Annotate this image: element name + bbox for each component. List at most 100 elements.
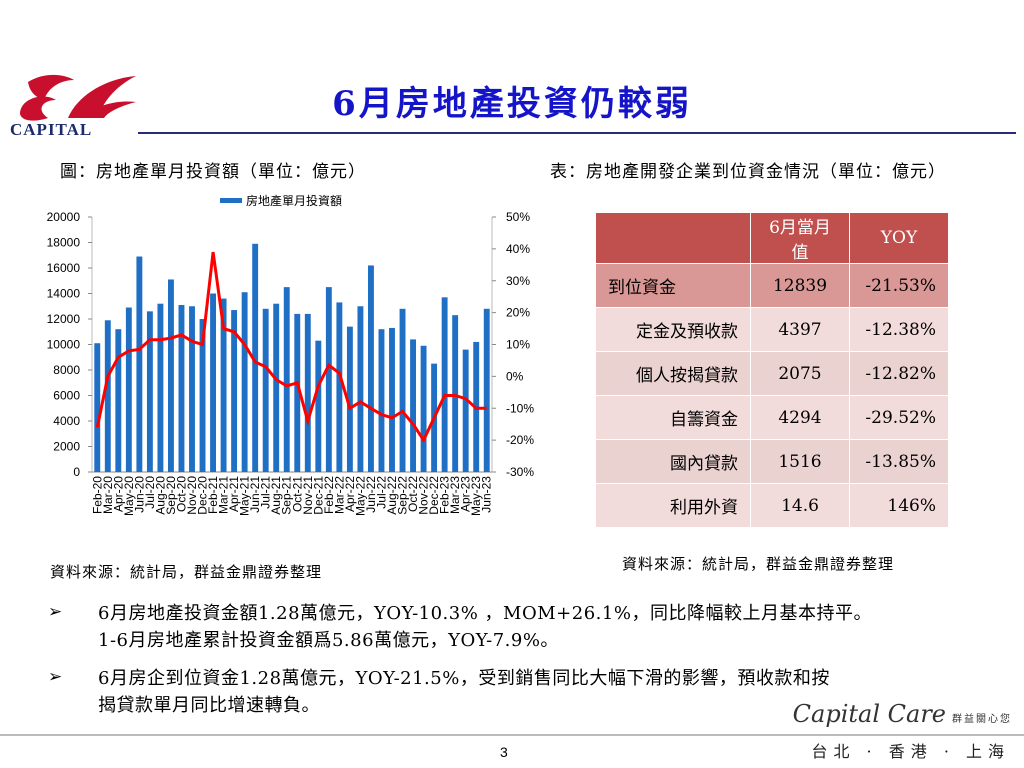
row-yoy: -12.82% xyxy=(849,351,949,396)
bar xyxy=(357,306,364,472)
bar xyxy=(189,306,195,472)
table-caption: 表：房地產開發企業到位資金情況（單位：億元） xyxy=(550,162,946,182)
bullet-text: 6月房企到位資金1.28萬億元，YOY-21.5%，受到銷售同比大幅下滑的影響，… xyxy=(98,665,978,719)
footer-divider xyxy=(0,734,1024,736)
x-tick-label: Jul-21 xyxy=(259,476,273,509)
x-tick-label: May-22 xyxy=(353,476,367,516)
x-tick-label: Sep-21 xyxy=(280,476,294,515)
x-tick-label: Apr-23 xyxy=(459,476,473,512)
row-label: 個人按揭貸款 xyxy=(595,351,751,396)
bar xyxy=(378,329,385,472)
x-tick-label: Jun-21 xyxy=(248,476,262,513)
x-tick-label: Feb-20 xyxy=(90,476,104,514)
x-tick-label: Dec-20 xyxy=(196,476,210,515)
y-tick-label: 20000 xyxy=(47,210,81,224)
yoy-line xyxy=(95,251,487,444)
x-tick-label: Oct-20 xyxy=(174,476,188,512)
bar xyxy=(125,307,132,472)
x-tick-label: Nov-22 xyxy=(417,476,431,515)
cities-label: 台北 · 香港 · 上海 xyxy=(811,742,1010,761)
bar xyxy=(178,304,185,472)
x-tick-label: Apr-20 xyxy=(111,476,125,512)
y2-tick-label: 10% xyxy=(506,338,530,352)
table-header-blank xyxy=(595,212,751,264)
page-number: 3 xyxy=(500,744,508,760)
bar xyxy=(94,343,101,472)
bar xyxy=(231,310,238,472)
x-tick-label: Mar-21 xyxy=(217,476,231,514)
brand-slogan: 群益關心您 xyxy=(952,714,1012,725)
table-row: 個人按揭貸款 2075 -12.82% xyxy=(595,351,949,396)
x-tick-label: Nov-20 xyxy=(185,476,199,515)
bullet-text: 6月房地產投資金額1.28萬億元，YOY-10.3% ，MOM+26.1%，同比… xyxy=(98,600,978,654)
legend-swatch xyxy=(220,198,242,203)
bar xyxy=(399,308,406,472)
bar xyxy=(262,308,269,472)
x-tick-label: Oct-21 xyxy=(290,476,304,512)
x-tick-label: Aug-21 xyxy=(269,476,283,515)
table-row: 國內貸款 1516 -13.85% xyxy=(595,439,949,484)
y2-tick-label: -10% xyxy=(506,401,534,415)
y-tick-label: 6000 xyxy=(53,389,80,403)
investment-chart: 0 2000 4000 6000 8000 10000 12000 14000 16000 180… xyxy=(47,193,535,516)
row-yoy: -29.52% xyxy=(849,395,949,440)
y-tick-label: 8000 xyxy=(53,363,80,377)
bar xyxy=(210,293,216,472)
row-yoy: -21.53% xyxy=(849,263,949,308)
x-tick-label: Mar-23 xyxy=(448,476,462,514)
row-value: 12839 xyxy=(750,263,850,308)
row-label: 自籌資金 xyxy=(595,395,751,440)
y-tick-label: 4000 xyxy=(53,414,80,428)
row-value: 1516 xyxy=(750,439,850,484)
y2-tick-label: -20% xyxy=(506,433,534,447)
bullet-line: 揭貸款單月同比增速轉負。 xyxy=(98,695,320,716)
bar xyxy=(410,339,416,472)
bullet-line: 6月房企到位資金1.28萬億元，YOY-21.5%，受到銷售同比大幅下滑的影響，… xyxy=(98,668,830,689)
x-tick-label: Jul-22 xyxy=(374,476,388,509)
table-header-yoy: YOY xyxy=(849,212,949,264)
bar xyxy=(294,313,301,472)
y2-tick-label: 0% xyxy=(506,369,524,383)
y-tick-label: 10000 xyxy=(47,338,81,352)
row-yoy: -13.85% xyxy=(849,439,949,484)
x-tick-label: May-20 xyxy=(122,476,136,516)
bar xyxy=(136,256,143,472)
x-tick-label: Jul-20 xyxy=(143,476,157,509)
bar xyxy=(304,313,311,472)
x-tick-label: Jun-20 xyxy=(132,476,146,513)
y2-tick-label: -30% xyxy=(506,465,534,479)
table-header-row: 6月當月值 YOY xyxy=(595,212,949,264)
y-tick-label: 16000 xyxy=(47,261,81,275)
table-row: 自籌資金 4294 -29.52% xyxy=(595,395,949,440)
table-row: 到位資金 12839 -21.53% xyxy=(595,263,949,308)
x-tick-label: Aug-22 xyxy=(385,476,399,515)
bar xyxy=(241,292,248,472)
x-tick-label: Jun-23 xyxy=(480,476,494,513)
bar xyxy=(325,287,332,472)
bar xyxy=(336,302,343,472)
bar xyxy=(420,345,427,472)
x-tick-label: Mar-22 xyxy=(332,476,346,514)
funding-table: 6月當月值 YOY 到位資金 12839 -21.53% 定金及預收款 4397… xyxy=(595,212,949,528)
row-yoy: 146% xyxy=(849,483,949,528)
bullet-marker: ➢ xyxy=(48,667,63,687)
bar xyxy=(315,340,322,472)
x-tick-label: Sep-22 xyxy=(396,476,410,515)
table-header-value: 6月當月值 xyxy=(750,212,850,264)
x-tick-label: Feb-21 xyxy=(206,476,220,514)
x-tick-label: Dec-21 xyxy=(311,476,325,515)
bar xyxy=(462,349,469,472)
table-row: 利用外資 14.6 146% xyxy=(595,483,949,528)
row-yoy: -12.38% xyxy=(849,307,949,352)
row-value: 2075 xyxy=(750,351,850,396)
x-tick-label: May-21 xyxy=(238,476,252,516)
bar xyxy=(441,297,448,472)
bar xyxy=(168,279,174,472)
x-tick-label: Apr-21 xyxy=(227,476,241,512)
logo-wordmark: CAPITAL xyxy=(10,120,93,139)
bar xyxy=(199,319,206,472)
x-tick-label: Nov-21 xyxy=(301,476,315,515)
x-tick-label: Aug-20 xyxy=(153,476,167,515)
row-value: 4397 xyxy=(750,307,850,352)
y-tick-label: 12000 xyxy=(47,312,81,326)
